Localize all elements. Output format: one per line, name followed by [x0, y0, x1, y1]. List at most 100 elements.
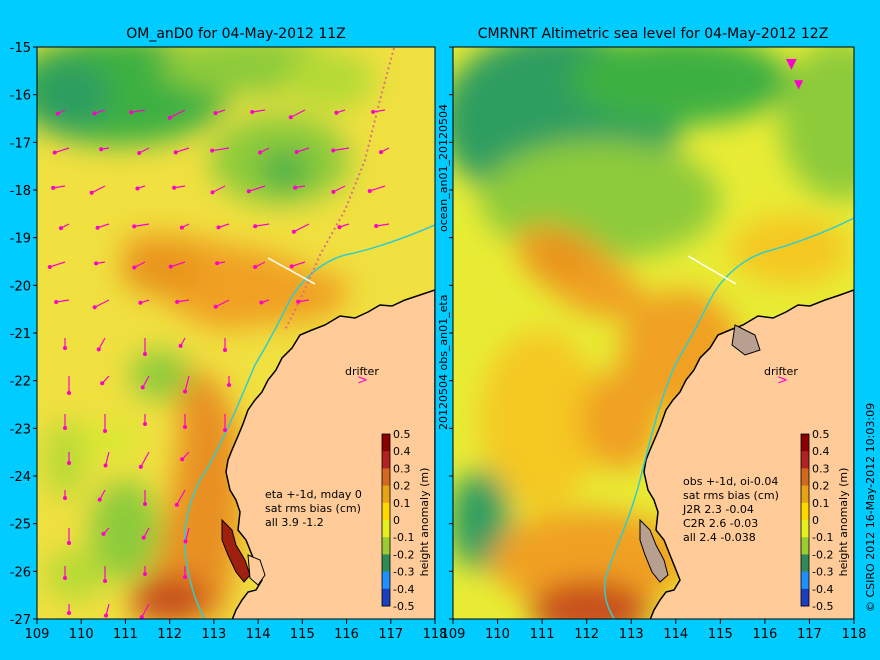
right-stats-line-3: J2R 2.3 -0.04 — [682, 503, 754, 516]
velocity-vector — [175, 147, 190, 153]
right-cyan-track — [603, 217, 854, 619]
velocity-vector-head — [132, 224, 137, 229]
y-tick-label: -27 — [10, 613, 31, 628]
velocity-vector — [184, 527, 190, 542]
x-tick-label: 116 — [752, 627, 777, 642]
velocity-vector-head — [89, 190, 94, 195]
velocity-vector-head — [135, 186, 140, 191]
velocity-vector — [142, 375, 150, 388]
velocity-vector — [54, 147, 70, 154]
colorbar-swatch — [382, 588, 390, 607]
velocity-vector-head — [175, 299, 180, 304]
y-tick-label: -19 — [10, 232, 31, 247]
colorbar-swatch — [801, 451, 809, 469]
left-panel-title: OM_anD0 for 04-May-2012 11Z — [126, 26, 346, 42]
velocity-vector-head — [143, 422, 147, 426]
colorbar-swatch — [382, 434, 390, 452]
velocity-vector-head — [367, 188, 372, 193]
y-tick-label: -16 — [10, 89, 31, 104]
velocity-vector-head — [94, 261, 99, 266]
velocity-vector — [290, 109, 306, 118]
velocity-vector-head — [92, 111, 97, 116]
velocity-vector-head — [334, 110, 339, 115]
velocity-vector-head — [92, 305, 97, 310]
velocity-vector-head — [291, 229, 296, 234]
right-stats-line-4: C2R 2.6 -0.03 — [683, 517, 758, 530]
velocity-vector — [212, 147, 230, 152]
velocity-vector-head — [63, 576, 67, 580]
left-colorbar-label: height anomaly (m) — [418, 468, 431, 577]
velocity-vector-head — [54, 300, 59, 305]
velocity-vector-head — [97, 497, 102, 502]
left-map-panel — [37, 47, 435, 619]
left-stats-line-3: all 3.9 -1.2 — [265, 516, 324, 529]
left-stats-line-1: eta +-1d, mday 0 — [265, 488, 362, 501]
right-white-segment — [687, 255, 737, 285]
velocity-vector-head — [331, 148, 336, 153]
y-tick-label: -17 — [10, 136, 31, 151]
velocity-vector-head — [129, 110, 134, 115]
colorbar-tick-label: 0.1 — [393, 497, 411, 510]
y-tick-label: -18 — [10, 184, 31, 199]
velocity-vector — [134, 261, 146, 268]
velocity-vector — [169, 109, 186, 119]
velocity-vector-head — [63, 426, 67, 430]
right-panel-title: CMRNRT Altimetric sea level for 04-May-2… — [478, 26, 829, 42]
right-drifter-marker-icon: ▼ — [786, 56, 797, 72]
colorbar-tick-label: -0.2 — [393, 548, 414, 561]
right-stats-box: obs +-1d, oi-0.04 sat rms bias (cm) J2R … — [682, 475, 779, 544]
colorbar-swatch — [382, 520, 390, 538]
x-tick-label: 109 — [25, 627, 50, 642]
velocity-vector-head — [246, 189, 251, 194]
velocity-vector-head — [210, 190, 215, 195]
velocity-vector-head — [179, 225, 184, 230]
right-drifter-label: drifter — [764, 365, 798, 378]
y-tick-label: -24 — [10, 470, 31, 485]
right-colorbar: 0.5 0.4 0.3 0.2 0.1 0 -0.1 -0.2 -0.3 -0.4 -0.5 — [800, 428, 833, 613]
velocity-vector-head — [137, 150, 142, 155]
velocity-vector-head — [289, 264, 294, 269]
velocity-vector-head — [288, 115, 293, 120]
x-tick-label: 114 — [663, 627, 688, 642]
left-stats-line-2: sat rms bias (cm) — [265, 502, 361, 515]
colorbar-swatch — [382, 485, 390, 504]
colorbar-tick-label: -0.5 — [393, 600, 414, 613]
colorbar-tick-label: 0.3 — [393, 462, 411, 475]
y-tick-label: -15 — [10, 41, 31, 56]
colorbar-frame — [800, 433, 810, 607]
velocity-vector-head — [67, 611, 71, 615]
velocity-vector-head — [213, 304, 218, 309]
colorbar-swatch — [801, 434, 809, 452]
velocity-vector — [140, 451, 150, 468]
velocity-vector-head — [331, 189, 336, 194]
colorbar-tick-label: 0.5 — [812, 428, 830, 441]
colorbar-tick-label: -0.4 — [812, 583, 833, 596]
velocity-vector-head — [253, 264, 258, 269]
colorbar-swatch — [801, 485, 809, 504]
velocity-vector-head — [132, 265, 137, 270]
right-stats-line-2: sat rms bias (cm) — [683, 489, 779, 502]
velocity-vector-head — [95, 225, 100, 230]
y-tick-label: -26 — [10, 565, 31, 580]
left-stats-box: eta +-1d, mday 0 sat rms bias (cm) all 3… — [265, 488, 362, 529]
velocity-vector-head — [374, 224, 379, 229]
right-stats-line-5: all 2.4 -0.038 — [683, 531, 756, 544]
velocity-vector — [248, 185, 266, 192]
velocity-vector-head — [174, 502, 179, 507]
velocity-vector-head — [168, 264, 173, 269]
velocity-vector-head — [67, 391, 71, 395]
side-label-mid: 20120504 obs_an01_eta — [437, 295, 450, 430]
velocity-vector-head — [180, 457, 185, 462]
velocity-vector-head — [227, 383, 231, 387]
velocity-vector-head — [213, 111, 218, 116]
x-tick-label: 111 — [530, 627, 555, 642]
velocity-vector-head — [138, 464, 143, 469]
velocity-vector-head — [63, 496, 67, 500]
colorbar-swatch — [801, 588, 809, 607]
velocity-vector — [296, 147, 310, 153]
left-drifter-dots — [284, 47, 395, 331]
colorbar-swatch — [382, 502, 390, 521]
x-tick-label: 109 — [441, 627, 466, 642]
left-cyan-track — [184, 224, 435, 619]
velocity-vector — [134, 223, 150, 227]
